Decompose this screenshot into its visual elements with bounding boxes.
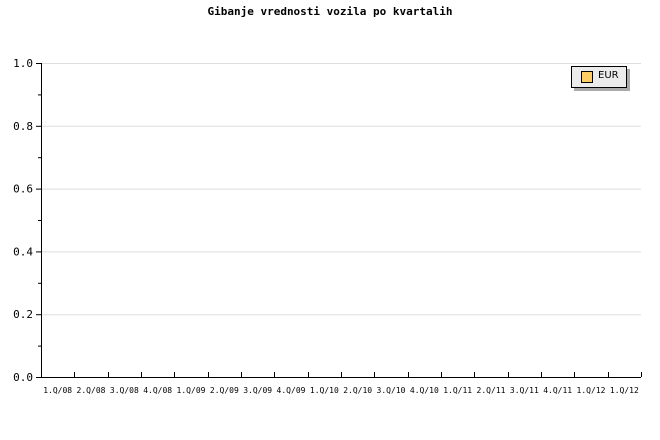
x-tick-label: 4.Q/11 — [543, 386, 572, 395]
x-tick-label: 1.Q/11 — [443, 386, 472, 395]
x-tick-label: 1.Q/12 — [577, 386, 606, 395]
x-tick-label: 3.Q/10 — [377, 386, 406, 395]
y-tick-label: 0.8 — [13, 120, 33, 133]
x-tick-label: 4.Q/08 — [143, 386, 172, 395]
y-tick-label: 1.0 — [13, 57, 33, 70]
chart-title: Gibanje vrednosti vozila po kvartalih — [207, 5, 453, 18]
x-tick-label: 3.Q/09 — [243, 386, 272, 395]
x-tick-label: 1.Q/09 — [177, 386, 206, 395]
y-tick-label: 0.2 — [13, 308, 33, 321]
x-tick-label: 2.Q/11 — [477, 386, 506, 395]
x-tick-label: 2.Q/09 — [210, 386, 239, 395]
x-tick-label: 1.Q/08 — [43, 386, 72, 395]
x-tick-label: 2.Q/08 — [77, 386, 106, 395]
legend-swatch-eur — [581, 71, 593, 83]
x-tick-label: 1.Q/12 — [610, 386, 639, 395]
x-tick-label: 2.Q/10 — [343, 386, 372, 395]
legend: EUR — [571, 66, 627, 88]
y-tick-label: 0.0 — [13, 371, 33, 384]
y-tick-label: 0.4 — [13, 245, 33, 258]
x-tick-label: 1.Q/10 — [310, 386, 339, 395]
x-tick-label: 4.Q/10 — [410, 386, 439, 395]
y-tick-label: 0.6 — [13, 183, 33, 196]
x-tick-label: 3.Q/08 — [110, 386, 139, 395]
legend-label-eur: EUR — [598, 70, 619, 81]
x-tick-label: 4.Q/09 — [277, 386, 306, 395]
x-tick-label: 3.Q/11 — [510, 386, 539, 395]
